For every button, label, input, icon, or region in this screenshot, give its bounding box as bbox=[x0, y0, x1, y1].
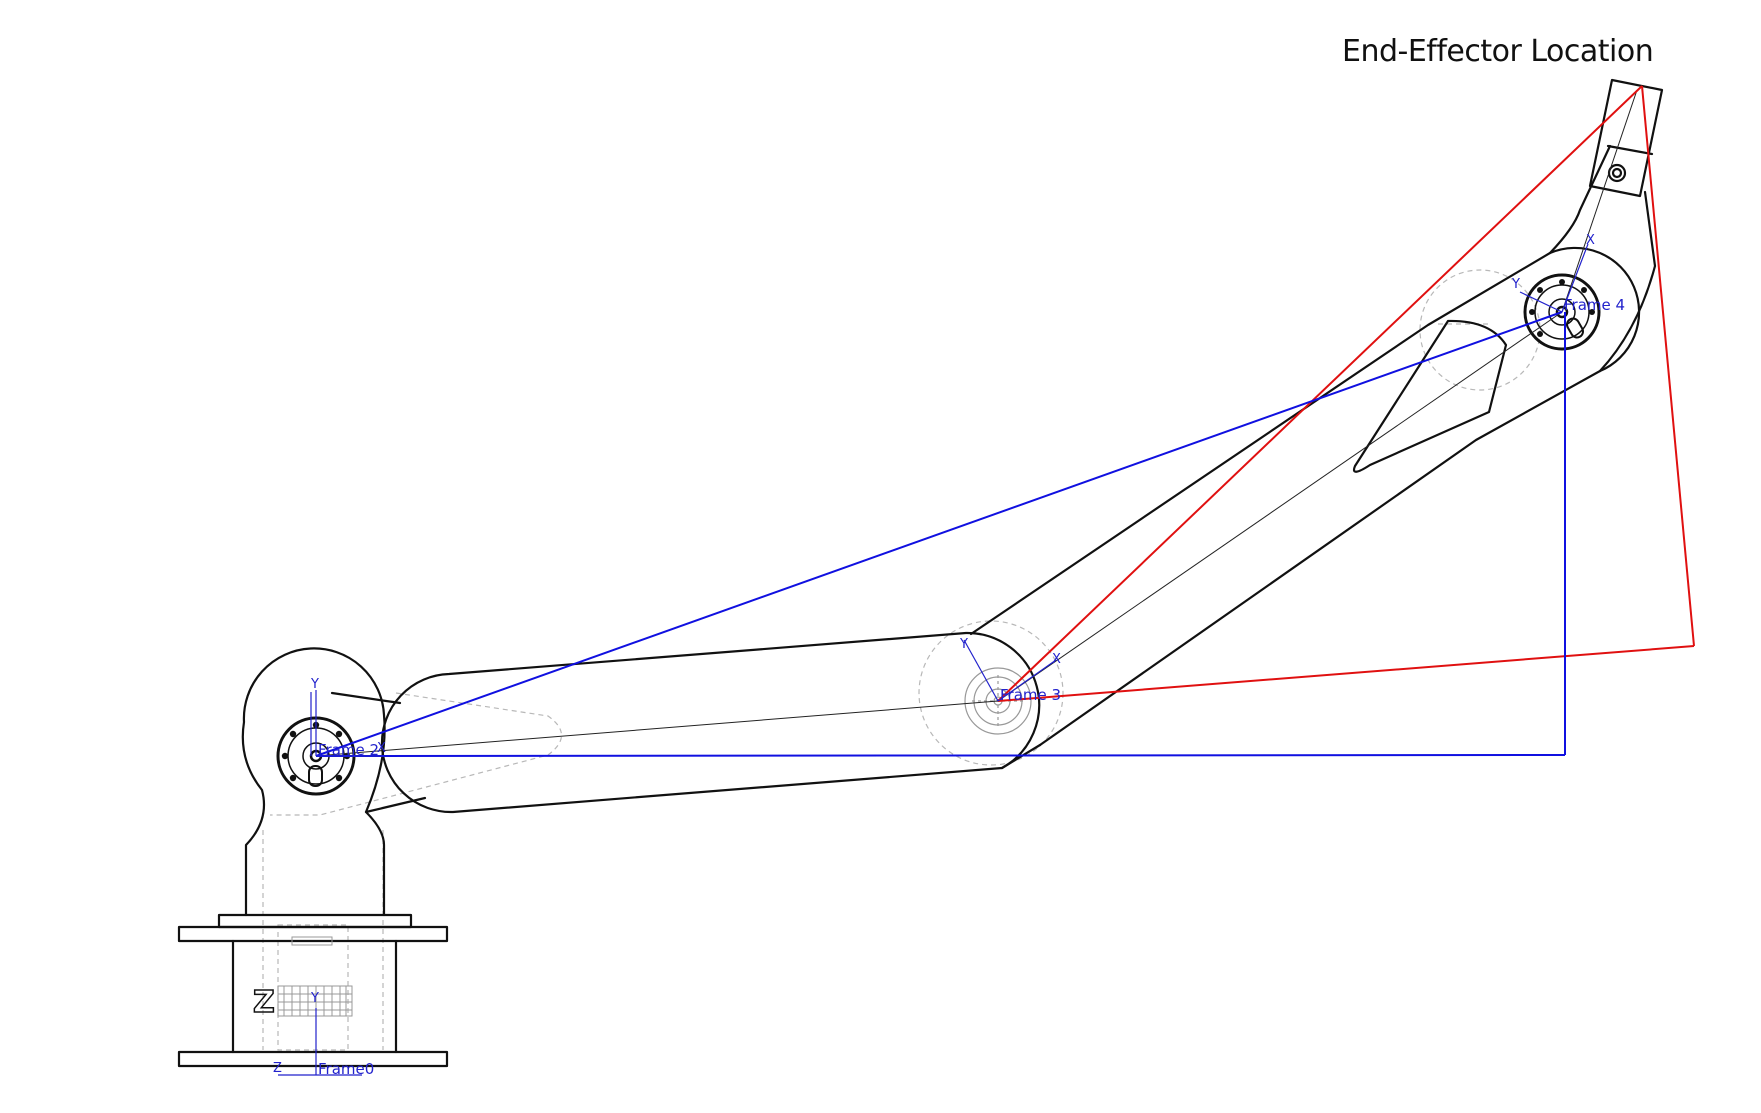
base-collar bbox=[217, 913, 413, 929]
link-2 bbox=[969, 246, 1641, 747]
link-centerlines bbox=[315, 89, 1638, 757]
base-z-marker: Z bbox=[253, 985, 275, 1020]
frame0-label: Frame0 bbox=[318, 1060, 374, 1078]
base-gear-detail bbox=[277, 936, 353, 1017]
base-body bbox=[231, 939, 398, 1054]
frame3-y-axis-label: Y bbox=[959, 637, 968, 652]
base-top-plate bbox=[177, 925, 449, 943]
wrist-link bbox=[1548, 144, 1657, 373]
arm-outlines bbox=[177, 78, 1664, 1068]
frame3-label: Frame 3 bbox=[1000, 686, 1061, 704]
frame0-z-axis-label: Z bbox=[273, 1061, 282, 1076]
base-bottom-plate bbox=[177, 1050, 449, 1068]
frame4-x-axis-label: X bbox=[1586, 233, 1595, 248]
forearm-slot bbox=[1352, 319, 1508, 473]
frame2-x-axis-label: X bbox=[377, 741, 386, 756]
red-vectors bbox=[997, 85, 1695, 702]
joint-wrist bbox=[1523, 273, 1601, 351]
frame3-x-axis-label: X bbox=[1052, 652, 1061, 667]
frame-axes bbox=[278, 243, 1589, 1076]
end-effector bbox=[1588, 78, 1664, 198]
end-effector-location-label: End-Effector Location bbox=[1342, 34, 1654, 69]
shoulder-column bbox=[241, 647, 386, 917]
frame2-label: Frame 2 bbox=[318, 741, 379, 759]
frame2-y-axis-label: Y bbox=[310, 677, 319, 692]
blue-vectors bbox=[315, 311, 1566, 757]
frame4-label: Frame 4 bbox=[1564, 296, 1625, 314]
frame0-y-axis-label: Y bbox=[310, 991, 319, 1006]
frame4-y-axis-label: Y bbox=[1511, 277, 1520, 292]
hidden-lines bbox=[262, 269, 1541, 1051]
link-1 bbox=[380, 631, 1041, 814]
